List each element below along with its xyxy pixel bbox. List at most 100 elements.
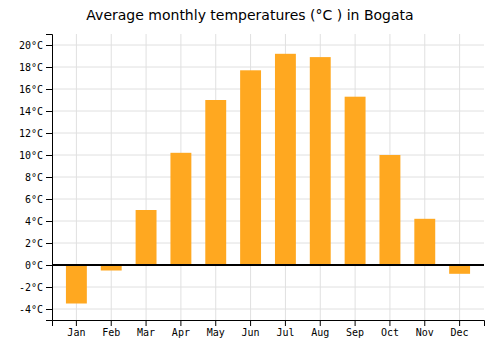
x-tick: Jan — [67, 320, 85, 338]
x-tick-mark — [111, 320, 112, 326]
x-tick-label: Nov — [416, 327, 434, 338]
y-tick-mark — [46, 111, 52, 112]
bar — [310, 57, 331, 265]
y-tick-label: 2°C — [25, 238, 43, 249]
grid-line — [52, 155, 484, 156]
chart-svg: Average monthly temperatures (°C ) in Bo… — [0, 0, 500, 350]
x-grid — [76, 34, 459, 320]
grid-line — [52, 111, 484, 112]
x-tick-mark — [424, 320, 425, 326]
y-tick-label: -2°C — [19, 282, 43, 293]
y-tick-mark — [46, 287, 52, 288]
y-tick-mark — [46, 89, 52, 90]
x-tick: Mar — [137, 320, 155, 338]
grid-line — [52, 89, 484, 90]
grid-line — [52, 133, 484, 134]
x-tick-label: Jun — [242, 327, 260, 338]
grid-line — [52, 45, 484, 46]
plot-area: Jan Feb Mar Apr May Jun Jul Aug Sep Oct Nov Dec -4°C… — [19, 34, 485, 338]
plot-marks — [52, 34, 484, 320]
bar — [379, 155, 400, 265]
grid-line — [52, 265, 484, 266]
y-tick-label: 12°C — [19, 128, 43, 139]
y-tick-label: 6°C — [25, 194, 43, 205]
y-tick: 20°C — [19, 40, 52, 51]
x-tick: Feb — [102, 320, 120, 338]
grid-line — [424, 34, 425, 320]
y-tick: 16°C — [19, 84, 52, 95]
x-tick-label: Dec — [451, 327, 469, 338]
x-tick: Jun — [242, 320, 260, 338]
grid-line — [459, 34, 460, 320]
x-tick-mark — [180, 320, 181, 326]
x-tick-mark — [459, 320, 460, 326]
x-axis: Jan Feb Mar Apr May Jun Jul Aug Sep Oct Nov Dec — [53, 320, 485, 338]
y-tick-mark — [46, 177, 52, 178]
y-tick: 12°C — [19, 128, 52, 139]
bar — [205, 100, 226, 265]
y-tick-mark — [46, 67, 52, 68]
x-tick: Oct — [381, 320, 399, 338]
grid-line — [52, 287, 484, 288]
x-tick-mark — [389, 320, 390, 326]
y-axis-line — [46, 35, 53, 321]
bar — [170, 153, 191, 265]
x-tick: Nov — [416, 320, 434, 338]
bars — [66, 54, 470, 304]
y-tick-label: 10°C — [19, 150, 43, 161]
x-tick-label: Jan — [67, 327, 85, 338]
y-tick-mark — [46, 45, 52, 46]
y-tick: 6°C — [25, 194, 52, 205]
y-tick-label: 16°C — [19, 84, 43, 95]
x-tick-label: Aug — [311, 327, 329, 338]
y-tick: 2°C — [25, 238, 52, 249]
grid-line — [146, 34, 147, 320]
grid-line — [52, 309, 484, 310]
grid-line — [52, 67, 484, 68]
bar — [240, 70, 261, 265]
x-tick-label: Feb — [102, 327, 120, 338]
x-tick-mark — [215, 320, 216, 326]
y-tick-label: 18°C — [19, 62, 43, 73]
y-tick: 14°C — [19, 106, 52, 117]
y-tick: 0°C — [25, 260, 52, 271]
x-tick: Sep — [346, 320, 364, 338]
x-tick-label: May — [207, 327, 225, 338]
x-tick-mark — [146, 320, 147, 326]
bar — [275, 54, 296, 265]
x-tick: Dec — [451, 320, 469, 338]
chart-title: Average monthly temperatures (°C ) in Bo… — [86, 7, 413, 23]
y-tick-mark — [46, 133, 52, 134]
chart-container: Average monthly temperatures (°C ) in Bo… — [0, 0, 500, 350]
y-tick: -4°C — [19, 304, 52, 315]
y-tick: -2°C — [19, 282, 52, 293]
grid-line — [52, 199, 484, 200]
bar — [136, 210, 157, 265]
zero-line — [52, 264, 484, 266]
y-tick-label: -4°C — [19, 304, 43, 315]
bar — [414, 219, 435, 265]
bar — [66, 265, 87, 304]
x-tick: Aug — [311, 320, 329, 338]
y-tick-label: 4°C — [25, 216, 43, 227]
y-axis: -4°C -2°C 0°C 2°C 4°C 6°C 8°C 10°C 12°C 14°C 16°C 1… — [19, 35, 53, 321]
y-tick-mark — [46, 221, 52, 222]
y-tick-mark — [46, 265, 52, 266]
grid-line — [52, 177, 484, 178]
x-tick: Apr — [172, 320, 190, 338]
x-axis-line — [53, 321, 485, 327]
y-tick: 18°C — [19, 62, 52, 73]
x-tick-label: Oct — [381, 327, 399, 338]
y-tick-mark — [46, 309, 52, 310]
grid-line — [111, 34, 112, 320]
y-tick-mark — [46, 199, 52, 200]
x-tick-label: Apr — [172, 327, 190, 338]
x-tick-mark — [285, 320, 286, 326]
x-tick-mark — [355, 320, 356, 326]
x-tick-label: Mar — [137, 327, 155, 338]
x-tick-mark — [250, 320, 251, 326]
x-tick-label: Sep — [346, 327, 364, 338]
y-tick: 8°C — [25, 172, 52, 183]
y-tick-label: 14°C — [19, 106, 43, 117]
x-tick: Jul — [276, 320, 294, 338]
